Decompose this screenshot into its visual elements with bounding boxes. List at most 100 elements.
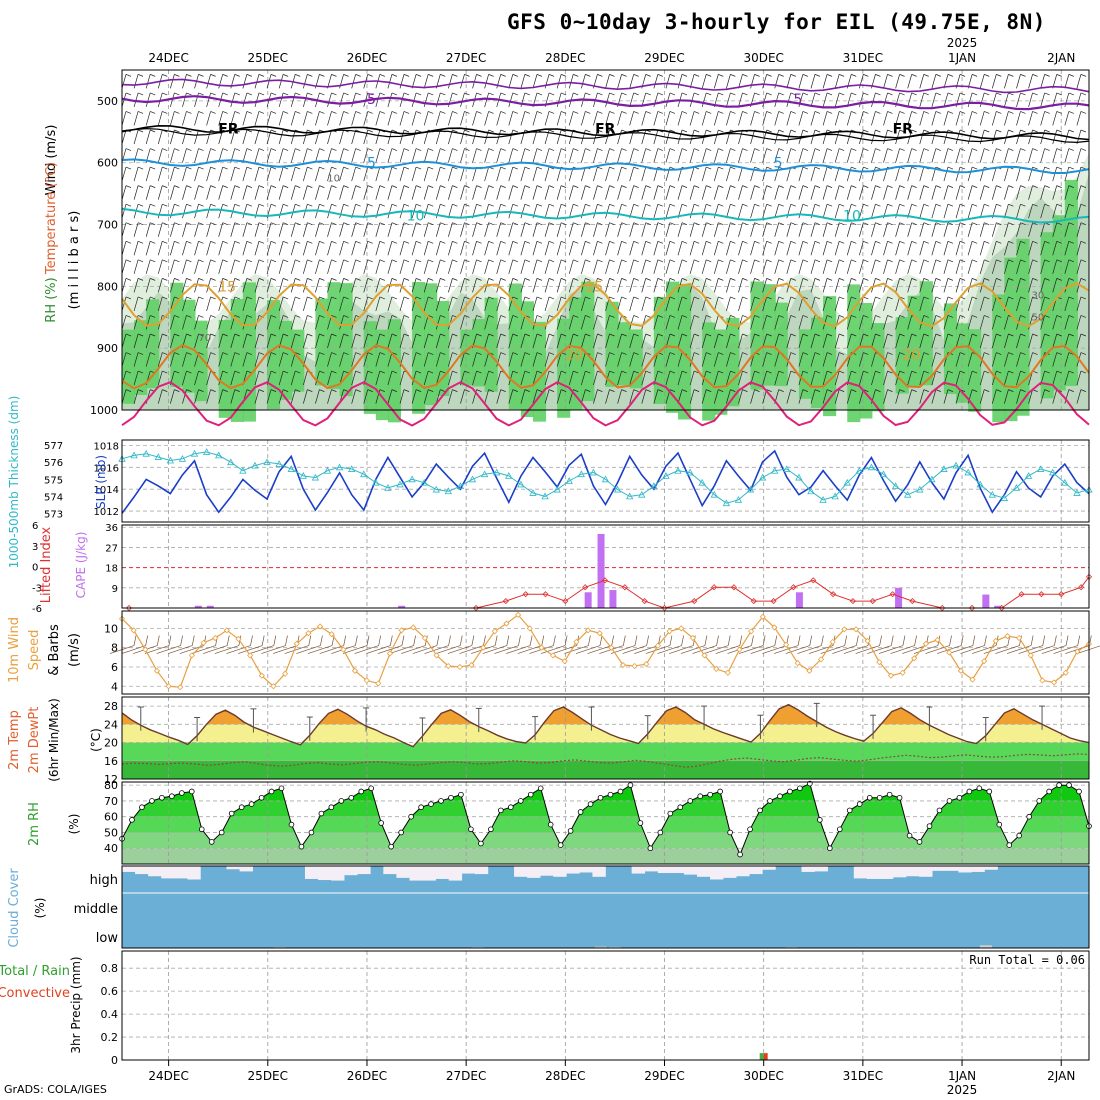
- wind-barb: [150, 259, 156, 263]
- wind-barb: [508, 222, 514, 237]
- wind-barb: [496, 333, 502, 349]
- wind-barb: [354, 645, 379, 654]
- wind-barb: [617, 333, 622, 349]
- wind-barb: [218, 185, 224, 200]
- rh-point: [348, 794, 355, 801]
- wind-barb: [593, 352, 598, 367]
- wind-barb: [797, 645, 822, 654]
- wind-barb: [766, 296, 772, 300]
- thickness-point: [795, 473, 803, 481]
- wind-barb: [984, 129, 990, 133]
- wind-barb: [754, 166, 760, 170]
- wind-barb: [996, 222, 1002, 226]
- rh-contour-label: 70: [198, 333, 211, 344]
- wind-barb: [826, 166, 833, 170]
- thickness-point: [879, 470, 888, 478]
- wind-barb: [218, 333, 224, 349]
- wind-barb: [750, 185, 755, 200]
- wind-speed-point: [386, 650, 394, 657]
- wind-barb: [182, 241, 187, 256]
- wind-barb: [693, 240, 700, 244]
- thickness-point: [347, 465, 356, 472]
- wind-barb: [1044, 315, 1050, 318]
- rh-point: [797, 785, 803, 792]
- wind-barb: [506, 645, 531, 654]
- wind-barb: [810, 315, 816, 330]
- wind-barb: [762, 296, 767, 312]
- temp-tick: 20: [104, 737, 118, 750]
- wind-barb: [1076, 296, 1082, 312]
- wind-barb: [512, 74, 518, 77]
- wind-barb: [1076, 259, 1082, 274]
- axis-label-li: Lifted Index: [39, 526, 54, 603]
- wind-barb: [121, 333, 127, 349]
- wind-barb: [532, 278, 538, 293]
- wind-barb: [786, 166, 792, 182]
- wind-barb: [585, 296, 591, 300]
- wind-barb: [979, 204, 985, 219]
- wind-barb: [1044, 111, 1050, 114]
- wind-barb: [774, 185, 780, 200]
- wind-barb: [283, 166, 289, 170]
- wind-barb: [561, 203, 567, 207]
- wind-barb: [1041, 645, 1067, 654]
- wind-barb: [556, 92, 562, 108]
- rh-point: [886, 791, 893, 798]
- wind-barb: [971, 389, 978, 392]
- wind-barb: [706, 222, 712, 226]
- wind-barb: [846, 148, 852, 163]
- wind-barb: [459, 635, 463, 646]
- wind-barb: [810, 166, 816, 182]
- wind-barb: [1076, 222, 1082, 237]
- wind-barb: [959, 111, 966, 114]
- wind-barb: [778, 389, 784, 392]
- wind-barb: [415, 222, 422, 226]
- wind-barb: [949, 635, 952, 646]
- wind-barb: [1028, 259, 1033, 274]
- wind-barb: [351, 389, 356, 404]
- wind-barb: [890, 645, 915, 654]
- wind-barb: [536, 352, 543, 355]
- wind-barb: [979, 315, 985, 330]
- thickness-point: [976, 480, 984, 488]
- wind-barb: [524, 92, 531, 96]
- rh-point: [527, 791, 534, 798]
- wind-speed-point: [270, 683, 277, 690]
- wind-barb: [863, 315, 869, 318]
- wind-barb: [899, 278, 905, 281]
- wind-barb: [500, 111, 506, 114]
- wind-barb: [464, 148, 470, 151]
- wind-barb: [246, 278, 253, 281]
- wind-barb: [1052, 278, 1058, 293]
- wind-barb: [343, 111, 349, 114]
- wind-barb: [701, 259, 707, 274]
- wind-barb: [375, 278, 381, 293]
- wind-barb: [561, 222, 567, 226]
- wind-barb: [564, 635, 568, 646]
- wind-barb: [597, 296, 603, 300]
- wind-barb: [133, 222, 139, 237]
- wind-barb: [822, 111, 828, 126]
- wind-barb: [391, 240, 398, 244]
- wind-barb: [979, 333, 985, 349]
- wind-barb: [947, 296, 954, 300]
- wind-barb: [859, 333, 864, 349]
- rh-fill-green: [387, 319, 402, 423]
- wind-barb: [319, 111, 325, 114]
- wind-barb: [520, 352, 526, 367]
- wind-barb: [150, 315, 156, 318]
- wind-barb: [1076, 333, 1082, 349]
- wind-barb: [959, 370, 966, 374]
- wind-barb: [145, 166, 151, 182]
- wind-barb: [290, 370, 296, 386]
- wind-barb: [198, 333, 204, 337]
- wind-barb: [307, 185, 313, 188]
- wind-barb: [657, 645, 682, 654]
- wind-barb: [839, 296, 845, 300]
- wind-barb: [403, 111, 410, 114]
- wind-barb: [814, 333, 821, 337]
- wind-barb: [367, 240, 373, 244]
- wind-barb: [375, 166, 381, 182]
- wind-barb: [1020, 259, 1026, 263]
